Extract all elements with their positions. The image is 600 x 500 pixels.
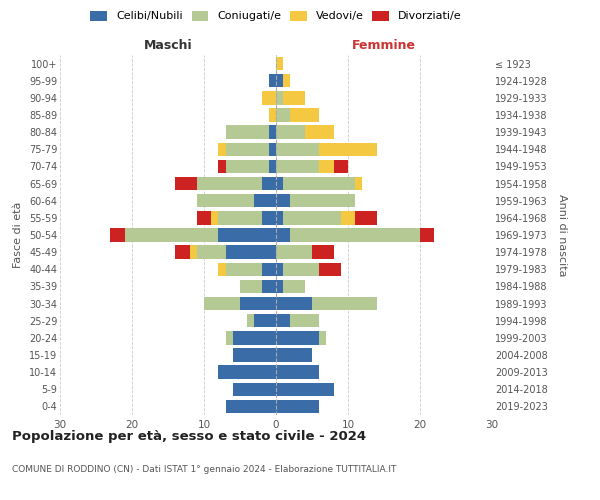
Bar [355,211,377,224]
Bar [233,382,276,396]
Bar [269,74,276,88]
Bar [341,211,355,224]
Bar [276,348,312,362]
Bar [276,400,319,413]
Bar [290,314,319,328]
Bar [283,280,305,293]
Bar [276,366,319,379]
Bar [283,91,305,104]
Bar [269,160,276,173]
Bar [218,160,226,173]
Bar [197,194,254,207]
Bar [197,246,226,259]
Bar [175,177,197,190]
Bar [204,297,240,310]
Bar [276,382,334,396]
Bar [190,246,197,259]
Bar [276,194,290,207]
Bar [262,280,276,293]
Bar [218,211,262,224]
Bar [276,126,305,139]
Bar [240,280,262,293]
Bar [276,91,283,104]
Bar [276,314,290,328]
Bar [276,331,319,344]
Bar [269,126,276,139]
Bar [276,280,283,293]
Bar [334,160,348,173]
Bar [283,262,319,276]
Y-axis label: Fasce di età: Fasce di età [13,202,23,268]
Bar [319,331,326,344]
Bar [312,246,334,259]
Bar [262,211,276,224]
Bar [226,160,269,173]
Bar [276,228,290,241]
Bar [226,126,269,139]
Bar [226,142,269,156]
Bar [276,108,290,122]
Bar [319,262,341,276]
Bar [254,314,276,328]
Bar [283,74,290,88]
Bar [233,348,276,362]
Bar [247,314,254,328]
Bar [276,177,283,190]
Bar [276,57,283,70]
Bar [218,228,276,241]
Bar [125,228,218,241]
Bar [305,126,334,139]
Bar [355,177,362,190]
Bar [211,211,218,224]
Text: COMUNE DI RODDINO (CN) - Dati ISTAT 1° gennaio 2024 - Elaborazione TUTTITALIA.IT: COMUNE DI RODDINO (CN) - Dati ISTAT 1° g… [12,465,397,474]
Bar [283,177,355,190]
Bar [276,297,312,310]
Bar [197,177,262,190]
Bar [218,142,226,156]
Bar [276,74,283,88]
Bar [226,400,276,413]
Bar [290,108,319,122]
Legend: Celibi/Nubili, Coniugati/e, Vedovi/e, Divorziati/e: Celibi/Nubili, Coniugati/e, Vedovi/e, Di… [91,10,461,22]
Text: Femmine: Femmine [352,38,416,52]
Bar [218,366,276,379]
Bar [262,177,276,190]
Bar [254,194,276,207]
Bar [197,211,211,224]
Bar [269,142,276,156]
Bar [226,331,233,344]
Bar [276,262,283,276]
Bar [276,246,312,259]
Bar [312,297,377,310]
Bar [110,228,125,241]
Text: Maschi: Maschi [143,38,193,52]
Bar [290,194,355,207]
Bar [175,246,190,259]
Bar [290,228,420,241]
Bar [420,228,434,241]
Bar [262,91,276,104]
Bar [276,160,319,173]
Bar [218,262,226,276]
Bar [319,142,377,156]
Bar [226,262,262,276]
Bar [269,108,276,122]
Bar [283,211,341,224]
Bar [262,262,276,276]
Bar [226,246,276,259]
Bar [276,142,319,156]
Text: Popolazione per età, sesso e stato civile - 2024: Popolazione per età, sesso e stato civil… [12,430,366,443]
Bar [233,331,276,344]
Bar [319,160,334,173]
Y-axis label: Anni di nascita: Anni di nascita [557,194,567,276]
Bar [276,211,283,224]
Bar [240,297,276,310]
